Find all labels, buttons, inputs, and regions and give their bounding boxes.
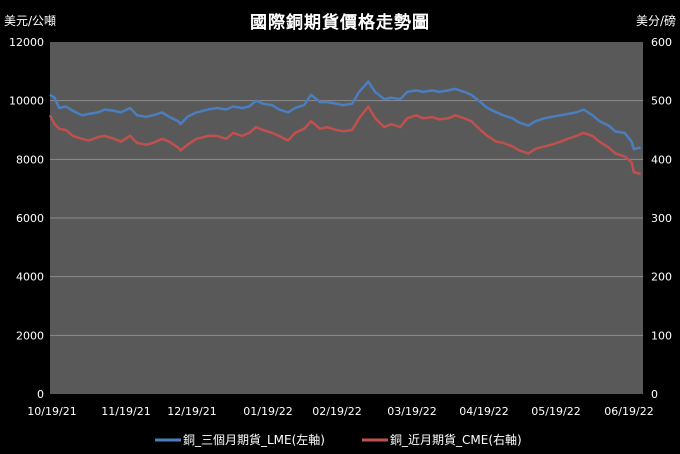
left-tick-label: 8000 (16, 153, 44, 166)
x-tick-label: 01/19/22 (243, 405, 292, 418)
right-tick-label: 400 (651, 153, 672, 166)
left-tick-label: 10000 (9, 95, 44, 108)
series-line (48, 105, 642, 176)
series-line (49, 80, 641, 151)
right-tick-label: 200 (651, 271, 672, 284)
right-tick-label: 300 (651, 212, 672, 225)
right-tick-label: 600 (651, 36, 672, 49)
left-axis-ticks: 0 2000 4000 6000 8000 10000 12000 (9, 36, 44, 401)
left-tick-label: 6000 (16, 212, 44, 225)
x-tick-label: 04/19/22 (459, 405, 508, 418)
x-tick-label: 02/19/22 (312, 405, 361, 418)
x-tick-label: 12/19/21 (167, 405, 216, 418)
left-tick-label: 2000 (16, 329, 44, 342)
right-axis-unit: 美分/磅 (635, 14, 676, 28)
right-tick-label: 0 (651, 388, 658, 401)
left-tick-label: 12000 (9, 36, 44, 49)
series-lines (48, 80, 642, 176)
left-tick-label: 0 (37, 388, 44, 401)
legend-label: 銅_近月期貨_CME(右軸) (390, 432, 522, 447)
left-axis-unit: 美元/公噸 (4, 14, 57, 28)
gridlines (50, 100, 643, 336)
right-axis-ticks: 0 100 200 300 400 500 600 (651, 36, 672, 401)
right-tick-label: 500 (651, 95, 672, 108)
x-tick-label: 10/19/21 (27, 405, 76, 418)
legend: 銅_三個月期貨_LME(左軸) 銅_近月期貨_CME(右軸) (155, 432, 522, 447)
x-tick-label: 03/19/22 (387, 405, 436, 418)
x-tick-label: 11/19/21 (101, 405, 150, 418)
x-tick-label: 05/19/22 (531, 405, 580, 418)
legend-label: 銅_三個月期貨_LME(左軸) (183, 432, 325, 447)
left-tick-label: 4000 (16, 271, 44, 284)
right-tick-label: 100 (651, 329, 672, 342)
chart-title: 國際銅期貨價格走勢圖 (250, 13, 430, 33)
x-axis-ticks: 10/19/21 11/19/21 12/19/21 01/19/22 02/19/22… (27, 405, 653, 418)
x-tick-label: 06/19/22 (604, 405, 653, 418)
